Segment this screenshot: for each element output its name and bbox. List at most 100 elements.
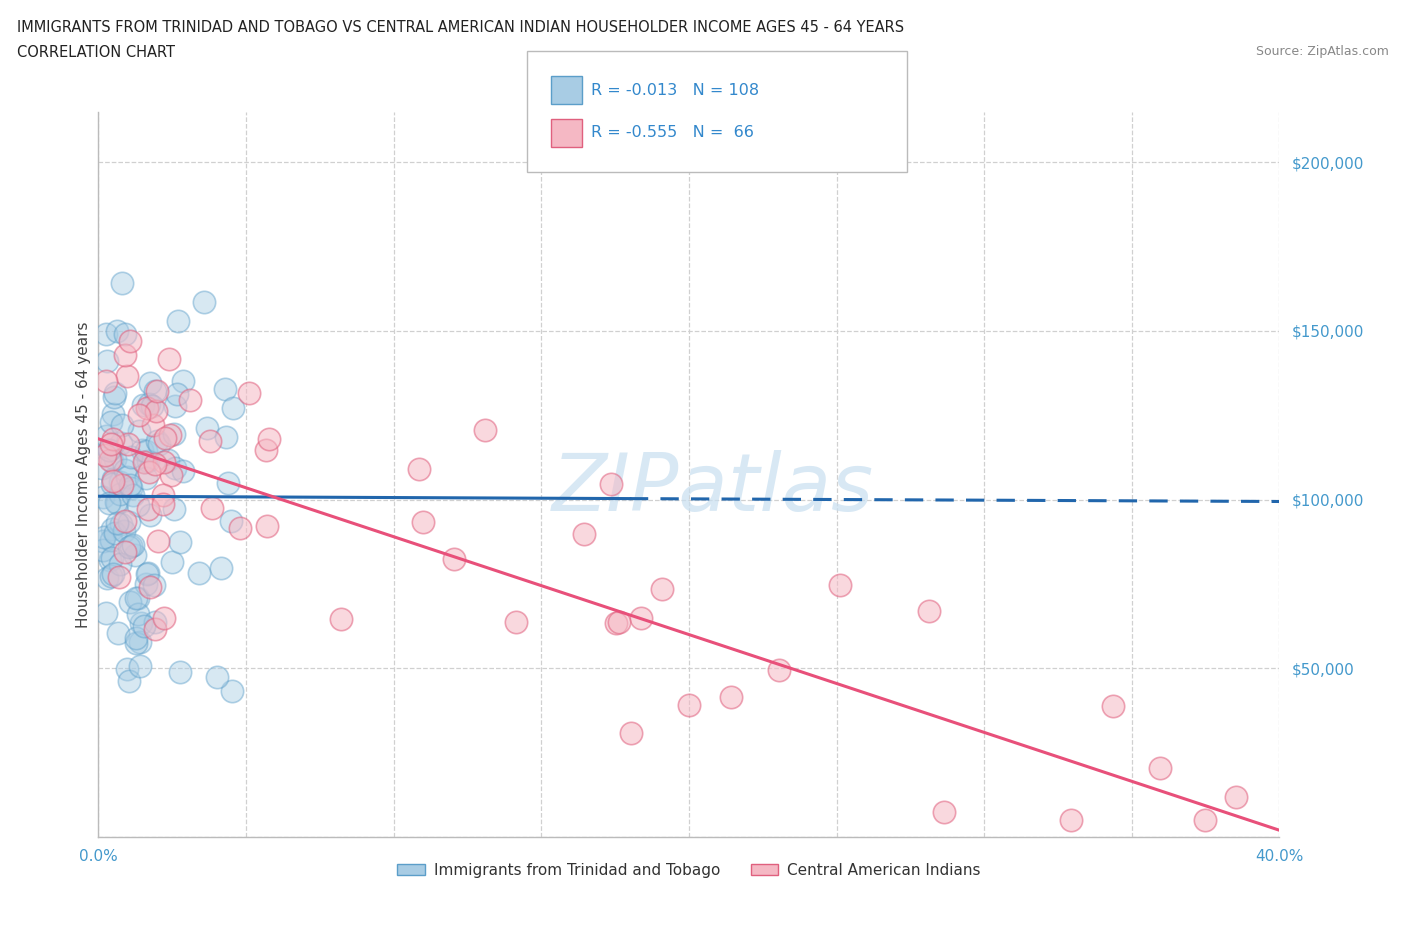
- Point: [148, 533, 170, 548]
- Point: [94, 447, 117, 462]
- Point: [120, 481, 142, 496]
- Point: [107, 496, 129, 511]
- Point: [135, 471, 157, 485]
- Point: [229, 521, 252, 536]
- Point: [132, 455, 155, 470]
- Text: CORRELATION CHART: CORRELATION CHART: [17, 45, 174, 60]
- Point: [120, 538, 142, 553]
- Point: [108, 556, 131, 571]
- Point: [97, 443, 120, 458]
- Point: [100, 521, 122, 536]
- Point: [138, 502, 160, 517]
- Point: [94, 326, 117, 341]
- Point: [238, 386, 260, 401]
- Point: [169, 535, 191, 550]
- Point: [91, 490, 114, 505]
- Point: [160, 555, 183, 570]
- Point: [828, 578, 851, 592]
- Point: [91, 534, 114, 549]
- Point: [118, 539, 141, 554]
- Point: [127, 606, 149, 621]
- Point: [110, 435, 132, 450]
- Point: [156, 453, 179, 468]
- Point: [107, 625, 129, 640]
- Point: [214, 382, 236, 397]
- Point: [143, 614, 166, 629]
- Point: [222, 401, 245, 416]
- Point: [101, 406, 124, 421]
- Point: [100, 454, 122, 469]
- Point: [100, 476, 122, 491]
- Point: [145, 434, 167, 449]
- Point: [607, 615, 630, 630]
- Point: [330, 611, 353, 626]
- Point: [172, 463, 194, 478]
- Point: [131, 398, 153, 413]
- Point: [122, 487, 145, 502]
- Point: [256, 519, 278, 534]
- Point: [159, 427, 181, 442]
- Point: [100, 552, 122, 567]
- Text: IMMIGRANTS FROM TRINIDAD AND TOBAGO VS CENTRAL AMERICAN INDIAN HOUSEHOLDER INCOM: IMMIGRANTS FROM TRINIDAD AND TOBAGO VS C…: [17, 20, 904, 35]
- Point: [96, 570, 118, 585]
- Point: [101, 473, 124, 488]
- Point: [101, 432, 124, 446]
- Point: [1225, 790, 1247, 804]
- Point: [205, 670, 228, 684]
- Point: [166, 313, 188, 328]
- Point: [768, 662, 790, 677]
- Point: [98, 496, 121, 511]
- Point: [105, 324, 128, 339]
- Point: [136, 566, 159, 581]
- Point: [143, 384, 166, 399]
- Point: [129, 634, 152, 649]
- Point: [134, 455, 156, 470]
- Point: [136, 454, 159, 469]
- Point: [215, 430, 238, 445]
- Point: [257, 432, 280, 446]
- Point: [143, 457, 166, 472]
- Point: [918, 604, 941, 618]
- Point: [103, 566, 125, 581]
- Point: [111, 478, 134, 493]
- Point: [114, 348, 136, 363]
- Point: [141, 399, 163, 414]
- Point: [143, 621, 166, 636]
- Point: [100, 436, 122, 451]
- Point: [179, 392, 201, 407]
- Point: [1102, 698, 1125, 713]
- Point: [172, 374, 194, 389]
- Point: [104, 386, 127, 401]
- Point: [129, 658, 152, 673]
- Point: [114, 327, 136, 342]
- Point: [139, 508, 162, 523]
- Point: [720, 689, 742, 704]
- Point: [1149, 760, 1171, 775]
- Point: [100, 569, 122, 584]
- Point: [136, 401, 159, 416]
- Point: [217, 475, 239, 490]
- Point: [93, 529, 115, 544]
- Point: [105, 515, 128, 530]
- Point: [166, 387, 188, 402]
- Point: [125, 591, 148, 605]
- Point: [100, 532, 122, 547]
- Point: [163, 398, 186, 413]
- Point: [120, 450, 142, 465]
- Point: [122, 538, 145, 552]
- Point: [108, 486, 131, 501]
- Point: [599, 476, 621, 491]
- Point: [651, 581, 673, 596]
- Point: [118, 595, 141, 610]
- Point: [128, 407, 150, 422]
- Point: [139, 375, 162, 390]
- Point: [138, 396, 160, 411]
- Point: [91, 542, 114, 557]
- Point: [134, 618, 156, 633]
- Point: [187, 565, 209, 580]
- Y-axis label: Householder Income Ages 45 - 64 years: Householder Income Ages 45 - 64 years: [76, 321, 91, 628]
- Text: R = -0.013   N = 108: R = -0.013 N = 108: [591, 83, 759, 98]
- Point: [620, 725, 643, 740]
- Point: [129, 616, 152, 631]
- Point: [135, 577, 157, 591]
